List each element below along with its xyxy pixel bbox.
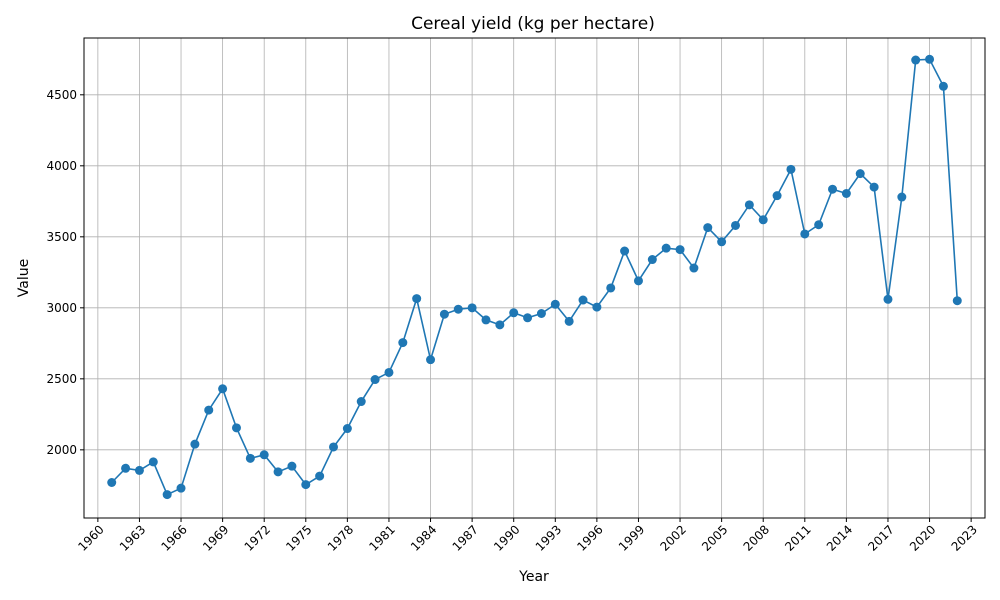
data-point — [218, 384, 228, 394]
data-point — [121, 463, 131, 473]
data-point — [148, 457, 158, 467]
y-tick-label: 4000 — [46, 159, 77, 173]
series-layer — [107, 54, 962, 500]
data-point — [758, 215, 768, 225]
data-point — [190, 439, 200, 449]
data-point — [938, 81, 948, 91]
data-point — [578, 295, 588, 305]
data-point — [384, 367, 394, 377]
y-tick-label: 2500 — [46, 372, 77, 386]
data-point — [245, 453, 255, 463]
data-point — [855, 169, 865, 179]
data-point — [911, 55, 921, 65]
data-point — [523, 313, 533, 323]
data-point — [204, 405, 214, 415]
data-point — [550, 299, 560, 309]
data-point — [398, 338, 408, 348]
data-point — [370, 375, 380, 385]
data-point — [703, 223, 713, 233]
data-point — [231, 423, 241, 433]
data-point — [509, 308, 519, 318]
data-point — [828, 184, 838, 194]
y-tick-label: 2000 — [46, 443, 77, 457]
data-point — [356, 397, 366, 407]
x-axis-label: Year — [518, 569, 549, 585]
data-point — [689, 263, 699, 273]
data-point — [717, 237, 727, 247]
data-point — [744, 200, 754, 210]
data-point — [606, 283, 616, 293]
data-point — [287, 461, 297, 471]
chart-title: Cereal yield (kg per hectare) — [411, 14, 655, 34]
data-point — [439, 309, 449, 319]
data-point — [412, 294, 422, 304]
data-point — [426, 355, 436, 365]
y-tick-label: 3500 — [46, 230, 77, 244]
data-point — [536, 309, 546, 319]
data-point — [730, 220, 740, 230]
data-point — [647, 255, 657, 265]
data-point — [495, 320, 505, 330]
data-point — [675, 245, 685, 255]
data-point — [134, 465, 144, 475]
data-point — [564, 316, 574, 326]
data-point — [925, 54, 935, 64]
data-point — [592, 302, 602, 312]
data-point — [633, 276, 643, 286]
data-point — [315, 471, 325, 481]
data-point — [301, 480, 311, 490]
data-point — [814, 220, 824, 230]
data-point — [786, 164, 796, 174]
data-point — [162, 490, 172, 500]
data-point — [661, 243, 671, 253]
data-point — [952, 296, 962, 306]
y-axis-label: Value — [16, 259, 32, 297]
data-point — [772, 191, 782, 201]
data-point — [273, 467, 283, 477]
data-point — [176, 483, 186, 493]
data-point — [897, 192, 907, 202]
data-point — [869, 182, 879, 192]
data-point — [883, 294, 893, 304]
y-axis: 2000 2500 3000 3500 4000 4500 — [46, 88, 84, 457]
data-point — [800, 229, 810, 239]
plot-frame — [83, 37, 986, 519]
data-point — [259, 450, 269, 460]
y-tick-label: 3000 — [46, 301, 77, 315]
data-point — [329, 442, 339, 452]
data-point — [620, 246, 630, 256]
data-point — [342, 424, 352, 434]
data-point — [107, 477, 117, 487]
data-point — [481, 315, 491, 325]
data-point — [841, 189, 851, 199]
data-point — [467, 303, 477, 313]
data-point — [453, 304, 463, 314]
y-tick-label: 4500 — [46, 88, 77, 102]
